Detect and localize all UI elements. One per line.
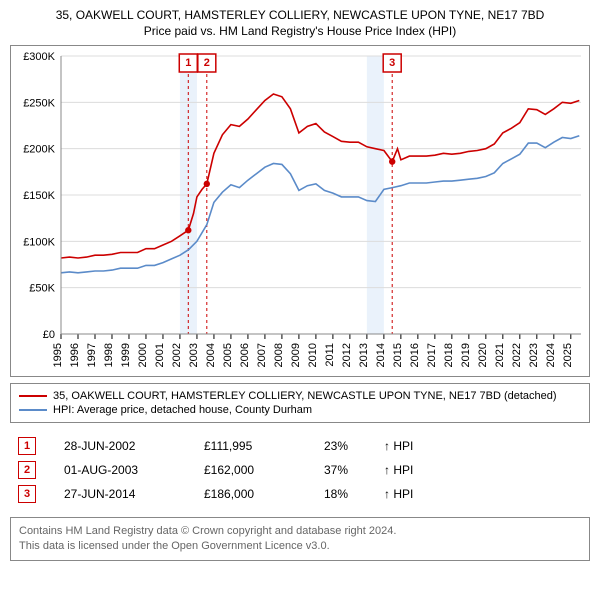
event-row-price: £111,995 bbox=[204, 439, 324, 453]
attribution-line-2: This data is licensed under the Open Gov… bbox=[19, 539, 581, 554]
x-tick-label: 2001 bbox=[154, 343, 166, 367]
y-tick-label: £250K bbox=[23, 98, 55, 110]
x-tick-label: 2024 bbox=[545, 343, 557, 367]
x-tick-label: 2005 bbox=[222, 343, 234, 367]
y-tick-label: £300K bbox=[23, 51, 55, 63]
x-tick-label: 2018 bbox=[443, 343, 455, 367]
x-tick-label: 2013 bbox=[358, 343, 370, 367]
x-tick-label: 2008 bbox=[273, 343, 285, 367]
x-tick-label: 1997 bbox=[86, 343, 98, 367]
x-tick-label: 2012 bbox=[341, 343, 353, 367]
event-row-pct: 37% bbox=[324, 463, 384, 477]
chart-title: 35, OAKWELL COURT, HAMSTERLEY COLLIERY, … bbox=[10, 8, 590, 39]
event-row-date: 27-JUN-2014 bbox=[64, 487, 204, 501]
event-row: 2 01-AUG-2003£162,00037%↑ HPI bbox=[18, 461, 582, 479]
event-row-price: £186,000 bbox=[204, 487, 324, 501]
legend-swatch bbox=[19, 395, 47, 397]
line-chart-svg: £0 £50K £100K £150K £200K £250K £300K 1995 1996 1… bbox=[11, 46, 591, 376]
event-row-date: 01-AUG-2003 bbox=[64, 463, 204, 477]
x-tick-label: 2023 bbox=[528, 343, 540, 367]
event-row-number: 2 bbox=[18, 461, 36, 479]
event-row-date: 28-JUN-2002 bbox=[64, 439, 204, 453]
y-tick-label: £0 bbox=[43, 329, 55, 341]
x-tick-label: 1996 bbox=[69, 343, 81, 367]
event-marker-number: 3 bbox=[389, 57, 395, 69]
title-line-1: 35, OAKWELL COURT, HAMSTERLEY COLLIERY, … bbox=[10, 8, 590, 24]
y-tick-label: £150K bbox=[23, 190, 55, 202]
title-line-2: Price paid vs. HM Land Registry's House … bbox=[10, 24, 590, 40]
event-row-price: £162,000 bbox=[204, 463, 324, 477]
legend-row: 35, OAKWELL COURT, HAMSTERLEY COLLIERY, … bbox=[19, 390, 581, 402]
x-tick-label: 2000 bbox=[137, 343, 149, 367]
event-row-dir: ↑ HPI bbox=[384, 487, 413, 501]
x-tick-label: 2025 bbox=[562, 343, 574, 367]
x-tick-label: 1998 bbox=[103, 343, 115, 367]
legend-row: HPI: Average price, detached house, Coun… bbox=[19, 404, 581, 416]
x-tick-label: 2015 bbox=[392, 343, 404, 367]
x-tick-label: 2007 bbox=[256, 343, 268, 367]
attribution-line-1: Contains HM Land Registry data © Crown c… bbox=[19, 524, 581, 539]
legend-label: 35, OAKWELL COURT, HAMSTERLEY COLLIERY, … bbox=[53, 390, 557, 402]
x-tick-label: 2022 bbox=[511, 343, 523, 367]
x-tick-label: 2020 bbox=[477, 343, 489, 367]
x-tick-label: 2014 bbox=[375, 343, 387, 367]
x-tick-label: 2011 bbox=[324, 343, 336, 367]
event-row: 1 28-JUN-2002£111,99523%↑ HPI bbox=[18, 437, 582, 455]
x-tick-label: 2016 bbox=[409, 343, 421, 367]
x-tick-label: 1995 bbox=[52, 343, 64, 367]
x-tick-label: 2009 bbox=[290, 343, 302, 367]
event-row-dir: ↑ HPI bbox=[384, 439, 413, 453]
event-row: 3 27-JUN-2014£186,00018%↑ HPI bbox=[18, 485, 582, 503]
event-row-number: 3 bbox=[18, 485, 36, 503]
x-tick-label: 2006 bbox=[239, 343, 251, 367]
x-tick-label: 2010 bbox=[307, 343, 319, 367]
legend-swatch bbox=[19, 409, 47, 411]
legend: 35, OAKWELL COURT, HAMSTERLEY COLLIERY, … bbox=[10, 383, 590, 423]
attribution: Contains HM Land Registry data © Crown c… bbox=[10, 517, 590, 561]
event-row-dir: ↑ HPI bbox=[384, 463, 413, 477]
y-tick-label: £50K bbox=[29, 283, 55, 295]
event-row-pct: 23% bbox=[324, 439, 384, 453]
x-tick-label: 2004 bbox=[205, 343, 217, 367]
x-tick-label: 2019 bbox=[460, 343, 472, 367]
x-tick-label: 2017 bbox=[426, 343, 438, 367]
events-table: 128-JUN-2002£111,99523%↑ HPI201-AUG-2003… bbox=[10, 429, 590, 511]
y-tick-label: £100K bbox=[23, 237, 55, 249]
event-marker-number: 2 bbox=[204, 57, 210, 69]
y-tick-label: £200K bbox=[23, 144, 55, 156]
event-row-pct: 18% bbox=[324, 487, 384, 501]
legend-label: HPI: Average price, detached house, Coun… bbox=[53, 404, 312, 416]
x-tick-label: 1999 bbox=[120, 343, 132, 367]
event-row-number: 1 bbox=[18, 437, 36, 455]
series-property bbox=[61, 94, 579, 258]
x-tick-label: 2003 bbox=[188, 343, 200, 367]
event-marker-number: 1 bbox=[185, 57, 191, 69]
chart-area: £0 £50K £100K £150K £200K £250K £300K 1995 1996 1… bbox=[10, 45, 590, 377]
x-tick-label: 2002 bbox=[171, 343, 183, 367]
x-tick-label: 2021 bbox=[494, 343, 506, 367]
